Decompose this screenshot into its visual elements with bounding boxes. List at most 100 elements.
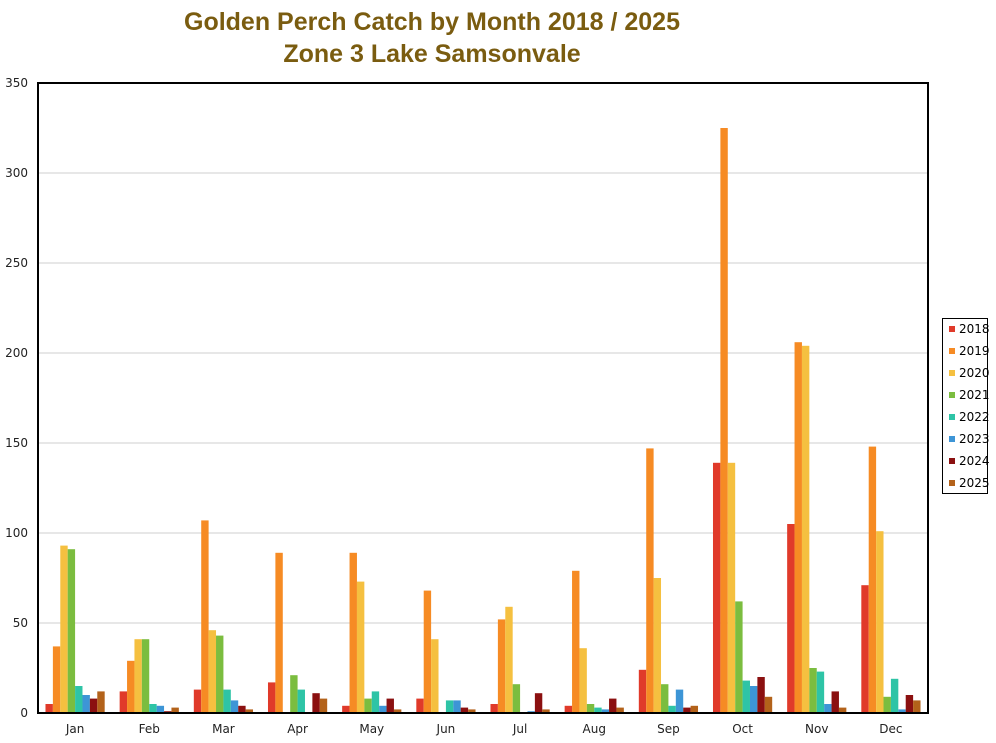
bar-2025-jul	[542, 709, 550, 713]
bar-2020-sep	[653, 578, 662, 713]
bar-2025-jun	[468, 709, 476, 713]
legend-item-2023: 2023	[949, 431, 990, 447]
legend-label: 2023	[959, 432, 990, 446]
plot-area-frame	[37, 82, 929, 714]
bar-2019-feb	[127, 660, 135, 713]
y-tick-label: 0	[20, 706, 28, 720]
bar-2023-may	[379, 705, 387, 713]
bar-2018-nov	[787, 524, 795, 713]
y-tick-label: 150	[5, 436, 28, 450]
x-tick-label: Jun	[436, 722, 456, 736]
bar-2025-apr	[319, 698, 328, 713]
bar-2019-aug	[572, 570, 580, 713]
bar-2020-dec	[876, 531, 884, 713]
y-axis-ticks: 0 50 100 150 200 250 300 350	[5, 76, 28, 720]
bar-2020-nov	[801, 345, 810, 713]
legend-label: 2022	[959, 410, 990, 424]
legend-swatch	[949, 458, 955, 464]
bar-2022-jun	[445, 700, 454, 713]
bar-2024-jun	[460, 707, 469, 713]
chart-title: Golden Perch Catch by Month 2018 / 2025	[184, 8, 680, 36]
bar-2020-feb	[134, 639, 142, 713]
y-tick-label: 50	[13, 616, 28, 630]
bar-2019-jun	[423, 590, 432, 713]
legend-item-2022: 2022	[949, 409, 990, 425]
bar-2019-nov	[794, 342, 802, 713]
bar-2024-jul	[534, 693, 543, 713]
bar-2025-mar	[245, 709, 254, 713]
bar-2018-aug	[564, 705, 573, 713]
y-tick-label: 200	[5, 346, 28, 360]
bar-2023-oct	[749, 686, 758, 713]
bar-2023-jan	[82, 695, 90, 713]
bar-2022-oct	[742, 680, 750, 713]
x-tick-label: Dec	[879, 722, 902, 736]
bar-2021-dec	[883, 696, 891, 713]
bar-2025-oct	[764, 696, 773, 713]
legend-label: 2021	[959, 388, 990, 402]
bar-2019-oct	[720, 128, 728, 713]
y-tick-label: 250	[5, 256, 28, 270]
bar-2024-dec	[905, 695, 914, 713]
bar-2024-aug	[609, 698, 617, 713]
bar-2024-apr	[312, 693, 320, 713]
bar-2018-dec	[861, 585, 869, 713]
legend-item-2025: 2025	[949, 475, 990, 491]
bar-2025-jan	[97, 691, 105, 713]
bar-2025-dec	[913, 700, 921, 713]
bar-2024-mar	[238, 705, 246, 713]
bar-2019-dec	[868, 446, 877, 713]
bar-2022-aug	[594, 707, 602, 713]
bar-2018-may	[342, 705, 350, 713]
bar-2024-nov	[831, 691, 839, 713]
bar-2018-jul	[490, 704, 498, 713]
legend-label: 2020	[959, 366, 990, 380]
y-tick-label: 350	[5, 76, 28, 90]
bar-2025-nov	[838, 707, 847, 713]
bar-2025-may	[393, 709, 402, 713]
bar-2021-mar	[216, 635, 224, 713]
x-tick-label: Aug	[583, 722, 606, 736]
bar-2021-aug	[586, 704, 595, 713]
bar-2022-mar	[223, 689, 231, 713]
legend-item-2020: 2020	[949, 365, 990, 381]
x-tick-label: Oct	[732, 722, 753, 736]
legend-swatch	[949, 414, 955, 420]
bar-2020-mar	[208, 630, 217, 713]
x-tick-label: Jan	[65, 722, 85, 736]
y-tick-label: 300	[5, 166, 28, 180]
bar-2018-sep	[638, 669, 647, 713]
legend-label: 2024	[959, 454, 990, 468]
bar-2023-mar	[230, 700, 239, 713]
legend-item-2018: 2018	[949, 321, 990, 337]
legend-item-2024: 2024	[949, 453, 990, 469]
bar-series	[45, 128, 921, 713]
bar-2024-oct	[757, 677, 765, 713]
bar-2021-apr	[290, 675, 298, 713]
bar-2021-oct	[735, 601, 743, 713]
bar-2021-jan	[67, 549, 76, 713]
x-tick-label: Mar	[212, 722, 235, 736]
bar-2022-nov	[816, 671, 825, 713]
bar-2021-sep	[661, 684, 669, 713]
bar-2022-jan	[75, 686, 83, 713]
bar-2025-sep	[690, 705, 699, 713]
bar-2018-apr	[267, 682, 276, 713]
y-tick-label: 100	[5, 526, 28, 540]
bar-2023-nov	[824, 704, 832, 713]
bar-2018-jan	[45, 704, 53, 713]
bar-2022-feb	[149, 704, 157, 713]
bar-2022-may	[371, 691, 380, 713]
bar-2018-jun	[416, 698, 424, 713]
x-tick-label: Apr	[287, 722, 308, 736]
bar-2021-may	[364, 698, 372, 713]
x-axis-ticks: Jan Feb Mar Apr May Jun Jul Aug Sep Oct Nov Dec	[65, 722, 903, 736]
bar-2019-jul	[497, 619, 506, 713]
bar-2019-jan	[52, 646, 61, 713]
bar-2024-jan	[89, 698, 98, 713]
bar-2022-apr	[297, 689, 305, 713]
legend-swatch	[949, 436, 955, 442]
bar-2021-nov	[809, 668, 817, 713]
bar-2020-aug	[579, 648, 587, 713]
